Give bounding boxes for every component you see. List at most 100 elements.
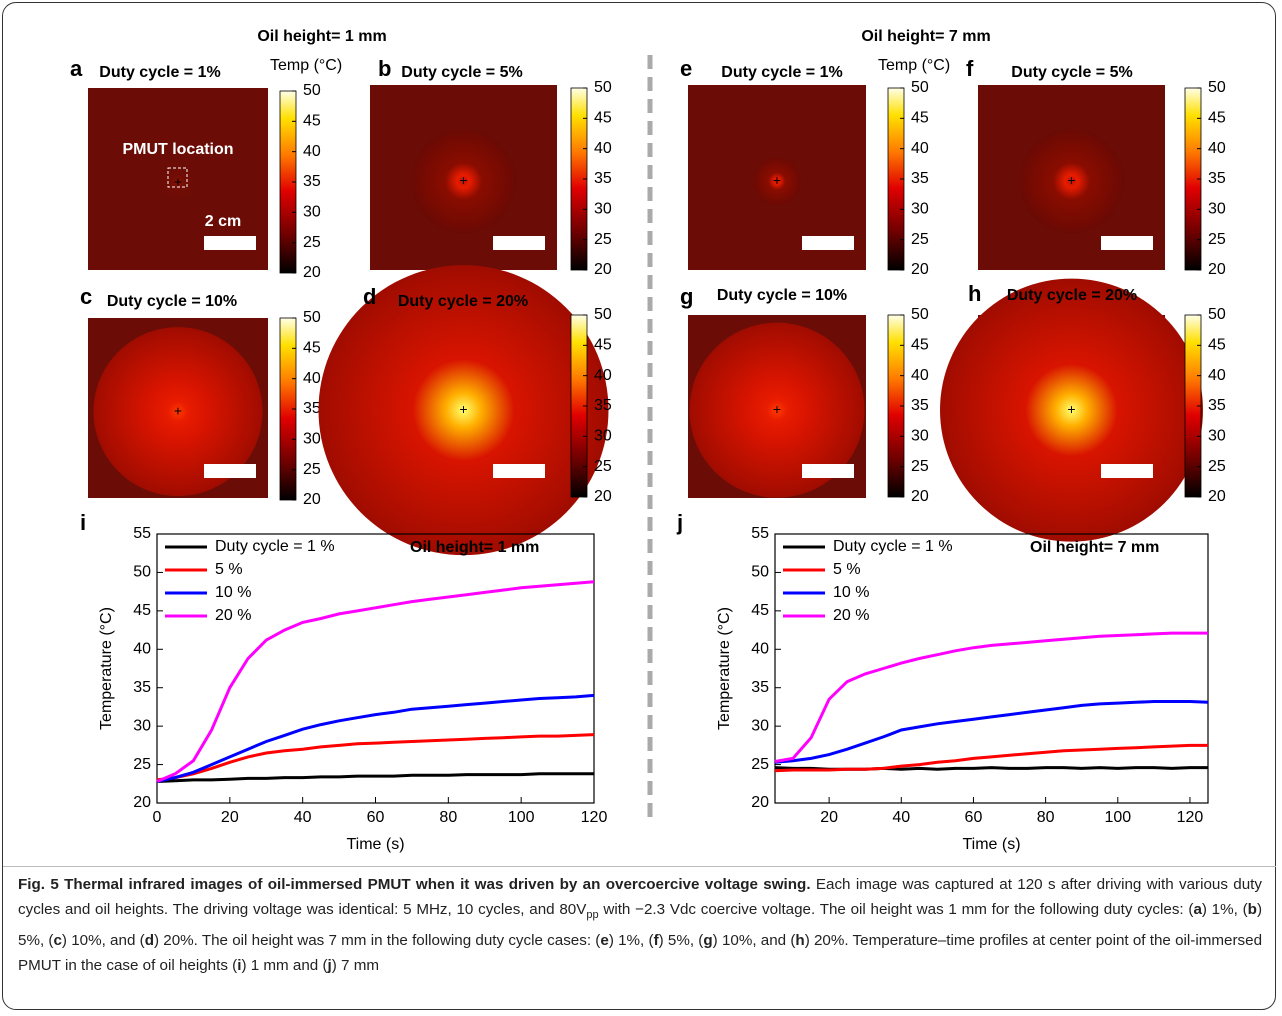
legend-label: 20 %: [833, 607, 869, 624]
caption: Fig. 5 Thermal infrared images of oil-im…: [18, 872, 1262, 978]
y-tick-label: 30: [133, 717, 151, 734]
panel-label: h: [968, 281, 981, 306]
legend-label: 10 %: [215, 584, 251, 601]
panel-label: a: [70, 56, 83, 81]
cross: +: [773, 401, 781, 417]
colorbar-tick-label: 40: [911, 140, 929, 157]
y-tick-label: 55: [751, 525, 769, 542]
x-tick-label: 100: [1104, 809, 1131, 826]
caption-run: ) 1%, (: [609, 932, 654, 949]
y-tick-label: 25: [751, 756, 769, 773]
caption-run: b: [1248, 901, 1257, 918]
colorbar-tick-label: 25: [911, 231, 929, 248]
y-tick-label: 45: [133, 602, 151, 619]
colorbar-tick-label: 30: [594, 428, 612, 445]
legend-label: Duty cycle = 1 %: [215, 538, 335, 555]
colorbar-tick-label: 20: [911, 261, 929, 278]
colorbar-tick-label: 20: [1208, 261, 1226, 278]
colorbar-tick-label: 35: [911, 170, 929, 187]
colorbar-tick-label: 20: [303, 491, 321, 508]
x-tick-label: 120: [1177, 809, 1204, 826]
scale-bar: [802, 464, 854, 478]
legend-label: 20 %: [215, 607, 251, 624]
colorbar-tick-label: 35: [1208, 397, 1226, 414]
colorbar-tick-label: 50: [911, 306, 929, 323]
cross: +: [459, 401, 467, 417]
colorbar-tick-label: 45: [594, 337, 612, 354]
legend-label: 5 %: [833, 561, 861, 578]
caption-run: c: [53, 932, 61, 949]
caption-run: g: [703, 932, 712, 949]
panel-title: Duty cycle = 20%: [398, 293, 528, 310]
legend-label: 5 %: [215, 561, 243, 578]
caption-run: ) 7 mm: [332, 957, 379, 974]
panel-title: Duty cycle = 1%: [721, 64, 842, 81]
colorbar-tick-label: 40: [303, 143, 321, 160]
colorbar-tick-label: 50: [1208, 79, 1226, 96]
panel-label: f: [966, 56, 974, 81]
y-tick-label: 20: [133, 794, 151, 811]
colorbar-tick-label: 25: [594, 231, 612, 248]
annotation: Oil height= 1 mm: [410, 539, 539, 556]
caption-run: ) 10%, and (: [62, 932, 145, 949]
caption-run: ) 5%, (: [659, 932, 704, 949]
caption-run: ) 1%, (: [1202, 901, 1248, 918]
colorbar-tick-label: 45: [303, 340, 321, 357]
x-tick-label: 60: [367, 809, 385, 826]
data-line: [775, 633, 1208, 761]
caption-run: e: [600, 932, 608, 949]
x-axis-label: Time (s): [962, 836, 1020, 853]
colorbar-tick-label: 45: [1208, 337, 1226, 354]
y-tick-label: 40: [751, 641, 769, 658]
x-axis-label: Time (s): [346, 836, 404, 853]
caption-run: ) 10%, and (: [713, 932, 796, 949]
colorbar-tick-label: 30: [303, 431, 321, 448]
panel-label: g: [680, 284, 693, 309]
scale-bar: [493, 236, 545, 250]
annotation: PMUT location: [122, 141, 233, 158]
annotation: Oil height= 7 mm: [1030, 539, 1159, 556]
colorbar-tick-label: 50: [594, 306, 612, 323]
colorbar-tick-label: 45: [911, 110, 929, 127]
colorbar-tick-label: 45: [1208, 110, 1226, 127]
x-tick-label: 60: [965, 809, 983, 826]
colorbar-tick-label: 25: [594, 458, 612, 475]
colorbar-label: Temp (°C): [878, 57, 950, 74]
scale-bar: [204, 464, 256, 478]
cross: +: [1067, 172, 1075, 188]
caption-run: a: [1193, 901, 1201, 918]
colorbar-tick-label: 20: [911, 488, 929, 505]
colorbar-tick-label: 40: [303, 370, 321, 387]
group-header: Oil height= 1 mm: [257, 28, 386, 45]
y-axis-label: Temperature (°C): [716, 607, 733, 730]
colorbar-tick-label: 40: [1208, 140, 1226, 157]
x-tick-label: 100: [508, 809, 535, 826]
colorbar-tick-label: 30: [303, 204, 321, 221]
colorbar-tick-label: 25: [1208, 458, 1226, 475]
y-axis-label: Temperature (°C): [98, 607, 115, 730]
colorbar-tick-label: 35: [594, 397, 612, 414]
legend-label: Duty cycle = 1 %: [833, 538, 953, 555]
colorbar-tick-label: 20: [594, 488, 612, 505]
group-header: Oil height= 7 mm: [861, 28, 990, 45]
legend-label: 10 %: [833, 584, 869, 601]
caption-run: d: [145, 932, 154, 949]
figure: Oil height= 1 mm Oil height= 7 mm + a Duty…: [0, 0, 1282, 865]
cross: +: [1067, 401, 1075, 417]
data-line: [157, 774, 594, 782]
y-tick-label: 25: [133, 756, 151, 773]
y-tick-label: 55: [133, 525, 151, 542]
colorbar-tick-label: 50: [303, 82, 321, 99]
colorbar-tick-label: 30: [911, 201, 929, 218]
y-tick-label: 35: [133, 679, 151, 696]
colorbar-tick-label: 45: [594, 110, 612, 127]
panel-title: Duty cycle = 1%: [99, 64, 220, 81]
colorbar-tick-label: 40: [594, 140, 612, 157]
colorbar-tick-label: 35: [303, 173, 321, 190]
colorbar-tick-label: 30: [1208, 201, 1226, 218]
colorbar-tick-label: 20: [303, 264, 321, 281]
colorbar-tick-label: 40: [594, 367, 612, 384]
y-tick-label: 35: [751, 679, 769, 696]
colorbar-tick-label: 50: [303, 309, 321, 326]
x-tick-label: 0: [153, 809, 162, 826]
